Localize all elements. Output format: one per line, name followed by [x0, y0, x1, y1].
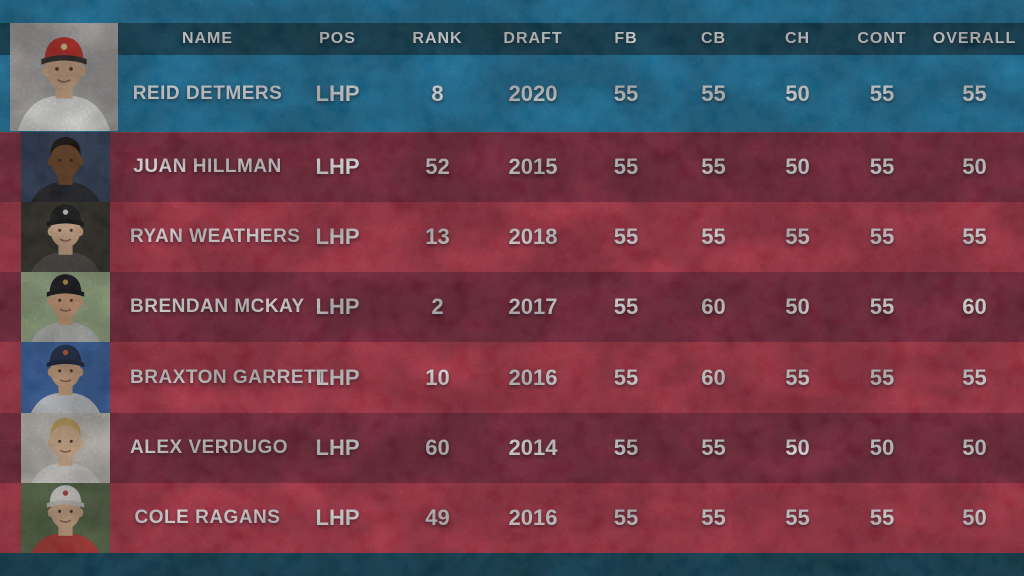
- header-cell-fb: FB: [614, 30, 638, 47]
- cell-cont: 55: [869, 294, 895, 319]
- cell-pos: LHP: [315, 505, 360, 530]
- cell-rank: 52: [425, 154, 450, 179]
- cell-overall: 55: [962, 80, 987, 106]
- player-photo-ryan-weathers: [21, 202, 110, 272]
- cell-ch: 50: [785, 435, 810, 460]
- cell-rank: 10: [425, 364, 450, 390]
- cell-pos: LHP: [315, 435, 360, 460]
- cell-ch: 55: [785, 364, 810, 390]
- header-cell-rank: RANK: [412, 30, 463, 47]
- table-header-row: NAME POS RANK DRAFT FB CB CH CONT OVERAL…: [0, 23, 1024, 55]
- cell-draft: 2017: [508, 294, 558, 319]
- cell-cb: 55: [701, 435, 726, 460]
- cell-cb: 55: [701, 154, 726, 179]
- cell-cb: 60: [701, 364, 726, 390]
- player-photo-cole-ragans: [21, 483, 110, 553]
- cell-cb: 55: [701, 505, 726, 530]
- bottom-band: [0, 553, 1024, 576]
- cell-cont: 55: [869, 80, 895, 106]
- cell-name: BRAXTON GARRETT: [130, 366, 329, 388]
- cell-overall: 55: [962, 224, 987, 249]
- cell-ch: 55: [785, 505, 810, 530]
- table-row-alex-verdugo: ALEX VERDUGO LHP 60 2014 55 55 50 50 50: [0, 413, 1024, 483]
- cell-name: ALEX VERDUGO: [130, 437, 289, 458]
- cell-pos: LHP: [315, 154, 360, 179]
- cell-fb: 55: [613, 224, 639, 249]
- cell-pos: LHP: [315, 80, 360, 106]
- cell-pos: LHP: [315, 294, 360, 319]
- cell-ch: 50: [785, 80, 810, 106]
- header-cell-draft: DRAFT: [503, 30, 563, 47]
- cell-overall: 50: [962, 154, 987, 179]
- cell-fb: 55: [613, 80, 639, 106]
- cell-fb: 55: [613, 505, 639, 530]
- cell-ch: 55: [785, 224, 810, 249]
- cell-rank: 2: [431, 294, 444, 319]
- header-cell-cb: CB: [700, 30, 727, 47]
- cell-draft: 2016: [508, 364, 558, 390]
- cell-name: REID DETMERS: [132, 82, 283, 104]
- table-row-ryan-weathers: RYAN WEATHERS LHP 13 2018 55 55 55 55 55: [0, 202, 1024, 272]
- cell-fb: 55: [613, 435, 639, 460]
- table-row-cole-ragans: COLE RAGANS LHP 49 2016 55 55 55 55 50: [0, 483, 1024, 553]
- player-photo-brendan-mckay: [21, 272, 110, 342]
- header-cell-name: NAME: [181, 30, 234, 47]
- cell-rank: 49: [425, 505, 450, 530]
- table-row-reid-detmers: REID DETMERS LHP 8 2020 55 55 50 55 55: [0, 55, 1024, 132]
- cell-overall: 55: [962, 364, 987, 390]
- header-cell-ch: CH: [784, 30, 811, 47]
- cell-cont: 50: [869, 435, 895, 460]
- player-photo-alex-verdugo: [21, 413, 110, 483]
- cell-cont: 55: [869, 505, 895, 530]
- cell-ch: 50: [785, 294, 810, 319]
- cell-draft: 2020: [508, 80, 558, 106]
- header-cell-overall: OVERALL: [932, 30, 1017, 47]
- header-cell-cont: CONT: [857, 30, 907, 47]
- cell-overall: 50: [962, 505, 987, 530]
- player-photo-braxton-garrett: [21, 342, 110, 413]
- player-photo-reid-detmers: [10, 23, 118, 131]
- cell-pos: LHP: [315, 364, 360, 390]
- cell-draft: 2014: [508, 435, 558, 460]
- cell-draft: 2016: [508, 505, 558, 530]
- header-cell-pos: POS: [319, 30, 356, 47]
- cell-draft: 2015: [508, 154, 558, 179]
- cell-rank: 60: [425, 435, 450, 460]
- cell-overall: 50: [962, 435, 987, 460]
- table-row-juan-hillman: JUAN HILLMAN LHP 52 2015 55 55 50 55 50: [0, 132, 1024, 202]
- cell-fb: 55: [613, 294, 639, 319]
- cell-pos: LHP: [315, 224, 360, 249]
- table-row-brendan-mckay: BRENDAN MCKAY LHP 2 2017 55 60 50 55 60: [0, 272, 1024, 342]
- table-row-braxton-garrett: BRAXTON GARRETT LHP 10 2016 55 60 55 55 …: [0, 342, 1024, 413]
- cell-cb: 60: [701, 294, 726, 319]
- cell-name: RYAN WEATHERS: [130, 226, 301, 247]
- cell-ch: 50: [785, 154, 810, 179]
- cell-rank: 8: [431, 80, 444, 106]
- cell-cont: 55: [869, 224, 895, 249]
- cell-name: COLE RAGANS: [134, 507, 281, 528]
- cell-cont: 55: [869, 154, 895, 179]
- cell-overall: 60: [962, 294, 987, 319]
- cell-cb: 55: [701, 80, 726, 106]
- cell-cb: 55: [701, 224, 726, 249]
- player-photo-juan-hillman: [21, 132, 110, 202]
- cell-name: JUAN HILLMAN: [133, 156, 282, 177]
- cell-name: BRENDAN MCKAY: [130, 296, 305, 317]
- cell-rank: 13: [425, 224, 450, 249]
- cell-fb: 55: [613, 364, 639, 390]
- cell-fb: 55: [613, 154, 639, 179]
- cell-draft: 2018: [508, 224, 558, 249]
- cell-cont: 55: [869, 364, 895, 390]
